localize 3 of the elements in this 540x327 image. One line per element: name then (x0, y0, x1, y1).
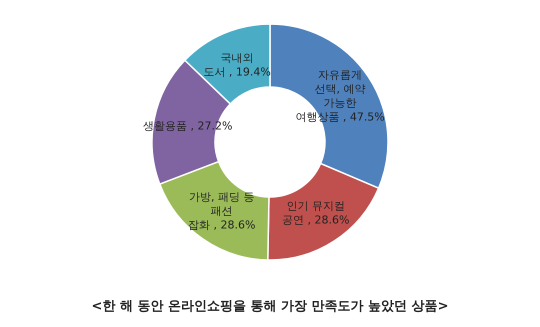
text: <한 해 동안 온라인쇼핑을 통해 가장 만족도가 높았던 상품> (92, 299, 448, 314)
slice-label: 가방, 패딩 등 패션 잡화 , 28.6% (188, 190, 256, 232)
slice-label: 인기 뮤지컬 공연 , 28.6% (282, 199, 350, 226)
